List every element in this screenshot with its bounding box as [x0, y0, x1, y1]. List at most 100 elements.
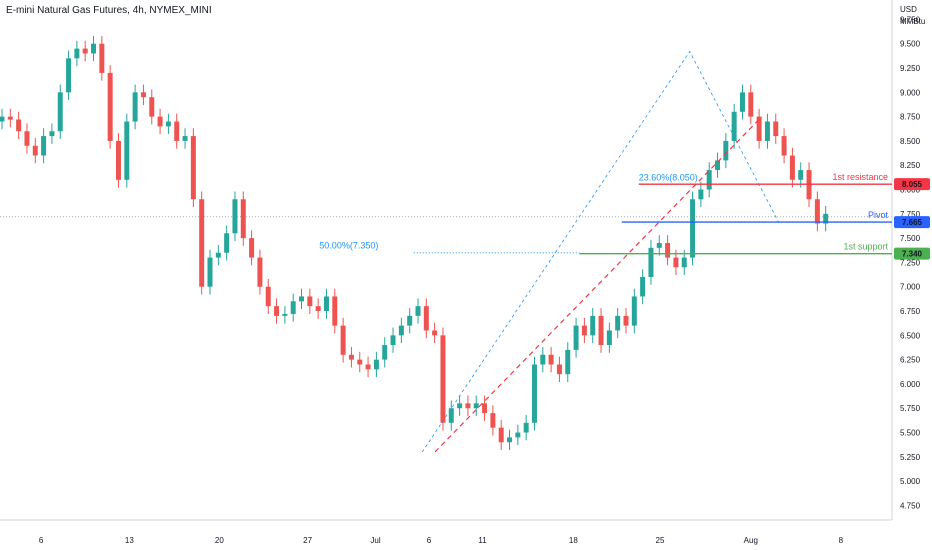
candle-body: [573, 325, 579, 350]
candle-body: [773, 121, 779, 137]
candle-body: [140, 92, 146, 98]
candle-body: [739, 92, 745, 112]
candle-body: [57, 92, 63, 132]
pivot-price-badge-text: 7.665: [902, 218, 923, 227]
candle-body: [640, 277, 646, 297]
candle-body: [199, 199, 205, 287]
candle-body: [473, 403, 479, 409]
candle-body: [357, 359, 363, 365]
price-axis-unit: MMBtu: [900, 17, 925, 26]
candle-body: [407, 315, 413, 326]
pivot-price-badge: [894, 216, 930, 229]
candle-body: [673, 257, 679, 268]
candles: [0, 35, 829, 451]
candle-body: [523, 422, 529, 433]
candle-body: [590, 315, 596, 336]
candle-body: [307, 296, 313, 307]
drawing-overlays: 23.60%(8.050) 50.00%(7.350): [319, 50, 780, 453]
price-tick-label: 8.500: [900, 137, 921, 146]
candle-body: [207, 257, 213, 287]
candle-body: [299, 296, 305, 302]
price-tick-label: 7.500: [900, 234, 921, 243]
candle-body: [798, 170, 804, 180]
candle-body: [731, 111, 737, 141]
candle-body: [66, 58, 72, 93]
resistance-price-badge-text: 8.055: [902, 180, 923, 189]
candle-body: [265, 286, 271, 307]
candle-body: [598, 315, 604, 346]
time-tick-label: Jul: [370, 536, 380, 545]
time-tick-label: 27: [303, 536, 312, 545]
candle-body: [457, 403, 463, 409]
price-tick-label: 5.500: [900, 429, 921, 438]
candle-body: [665, 242, 671, 258]
price-axis-currency: USD: [900, 5, 917, 14]
candle-body: [764, 121, 770, 141]
candle-body: [332, 296, 338, 326]
candle-body: [415, 306, 421, 316]
candle-body: [132, 92, 138, 122]
candle-body: [690, 199, 696, 258]
candle-body: [465, 403, 471, 409]
candle-body: [107, 72, 113, 141]
price-axis[interactable]: USD MMBtu 9.750 9.500 9.250 9.000 8.750 8.500…: [900, 5, 925, 510]
time-axis[interactable]: 6 13 20 27 Jul 6 11 18 25 Aug 8: [39, 536, 844, 545]
fib-50-label: 50.00%(7.350): [319, 241, 378, 251]
candle-body: [149, 97, 155, 117]
candle-body: [323, 296, 329, 312]
candle-body: [540, 354, 546, 365]
candle-body: [490, 413, 496, 428]
candle-body: [124, 121, 130, 180]
resistance-label: 1st resistance: [832, 172, 888, 182]
candle-body: [823, 213, 829, 224]
price-tick-label: 6.250: [900, 356, 921, 365]
candle-body: [423, 306, 429, 331]
candle-body: [382, 345, 388, 360]
candle-body: [565, 349, 571, 375]
price-tick-label: 4.750: [900, 501, 921, 510]
ascending-trendline: [434, 116, 763, 453]
candle-body: [91, 43, 97, 54]
price-tick-label: 9.250: [900, 64, 921, 73]
time-tick-label: Aug: [744, 536, 758, 545]
candle-body: [681, 257, 687, 268]
candle-body: [656, 242, 662, 248]
candle-body: [240, 199, 246, 239]
price-tick-label: 5.000: [900, 477, 921, 486]
candle-body: [49, 131, 55, 137]
price-tick-label: 5.250: [900, 453, 921, 462]
candle-body: [182, 136, 188, 141]
candle-body: [74, 48, 80, 59]
candle-body: [581, 325, 587, 336]
candle-body: [531, 364, 537, 423]
candle-body: [174, 121, 180, 141]
time-tick-label: 6: [427, 536, 432, 545]
candle-body: [249, 238, 255, 258]
candle-body: [365, 364, 371, 370]
candle-body: [165, 121, 171, 127]
candle-body: [715, 160, 721, 171]
candle-body: [623, 315, 629, 326]
candle-body: [348, 354, 354, 360]
candle-body: [340, 325, 346, 355]
support-label: 1st support: [843, 242, 888, 252]
candle-body: [290, 301, 296, 314]
time-tick-label: 6: [39, 536, 44, 545]
candle-body: [232, 199, 238, 234]
resistance-price-badge: [894, 178, 930, 191]
candle-body: [274, 306, 280, 316]
pivot-label: Pivot: [868, 210, 889, 220]
time-tick-label: 13: [125, 536, 134, 545]
candle-body: [99, 43, 105, 73]
candle-body: [373, 359, 379, 370]
candle-body: [398, 325, 404, 336]
candle-body: [82, 48, 88, 54]
candle-body: [0, 116, 5, 122]
price-tick-label: 7.250: [900, 258, 921, 267]
candle-body: [615, 315, 621, 331]
support-price-badge-text: 7.340: [902, 250, 923, 259]
candle-body: [698, 189, 704, 200]
candle-body: [282, 313, 288, 316]
price-tick-label: 9.500: [900, 40, 921, 49]
